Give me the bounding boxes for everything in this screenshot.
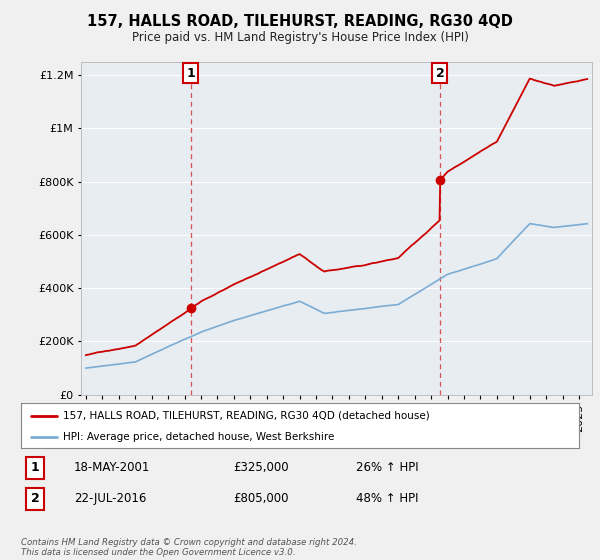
Text: 22-JUL-2016: 22-JUL-2016 [74,492,146,505]
Text: 1: 1 [31,461,40,474]
Text: HPI: Average price, detached house, West Berkshire: HPI: Average price, detached house, West… [63,432,334,442]
Text: 26% ↑ HPI: 26% ↑ HPI [356,461,418,474]
Text: 48% ↑ HPI: 48% ↑ HPI [356,492,418,505]
Text: 18-MAY-2001: 18-MAY-2001 [74,461,151,474]
Text: £805,000: £805,000 [233,492,289,505]
Text: 157, HALLS ROAD, TILEHURST, READING, RG30 4QD: 157, HALLS ROAD, TILEHURST, READING, RG3… [87,14,513,29]
Text: Price paid vs. HM Land Registry's House Price Index (HPI): Price paid vs. HM Land Registry's House … [131,31,469,44]
Text: 2: 2 [31,492,40,505]
Text: 2: 2 [436,67,445,80]
Text: 1: 1 [186,67,195,80]
Text: 157, HALLS ROAD, TILEHURST, READING, RG30 4QD (detached house): 157, HALLS ROAD, TILEHURST, READING, RG3… [63,410,430,421]
Text: £325,000: £325,000 [233,461,289,474]
Text: Contains HM Land Registry data © Crown copyright and database right 2024.
This d: Contains HM Land Registry data © Crown c… [21,538,357,557]
